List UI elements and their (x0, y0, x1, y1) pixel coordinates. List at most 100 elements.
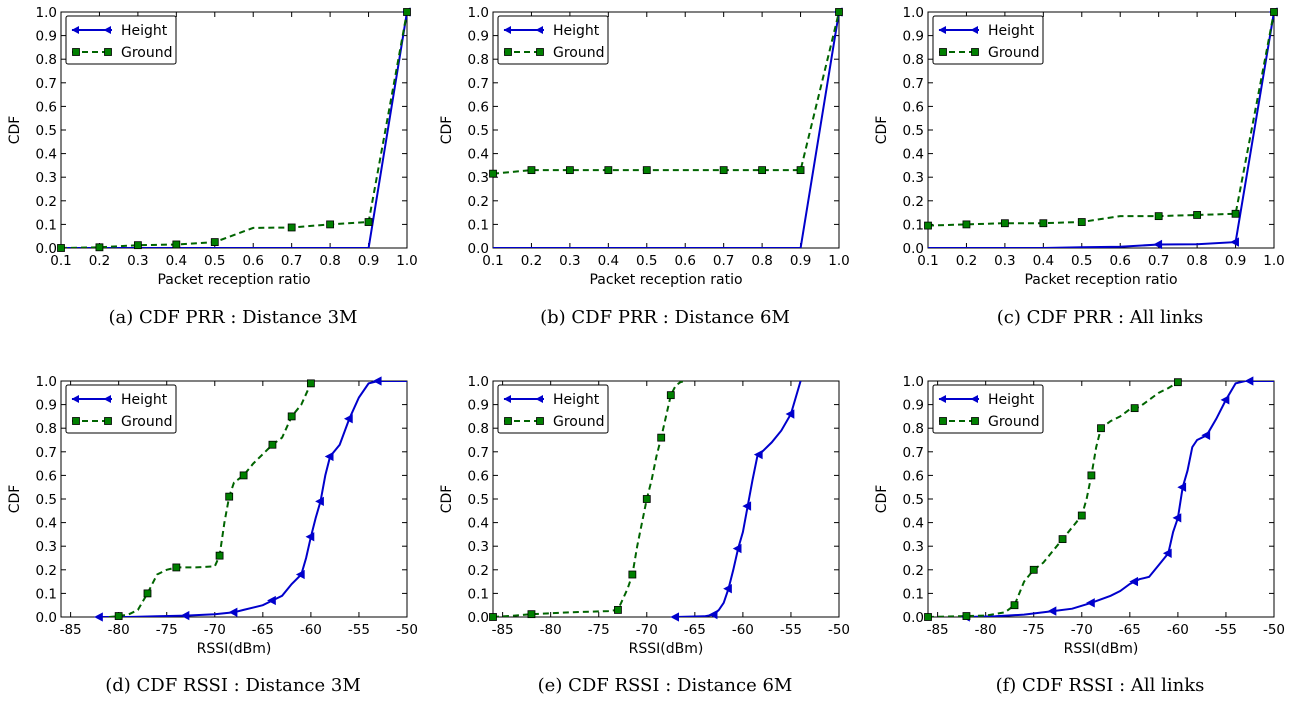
data-point-ground (666, 391, 675, 400)
y-axis-label: CDF (874, 116, 890, 145)
y-tick-label: 0.9 (903, 398, 924, 414)
y-tick-label: 0.4 (468, 516, 489, 532)
y-tick-label: 0.9 (468, 398, 489, 414)
y-tick-label: 0.5 (903, 492, 924, 508)
data-point-ground (796, 166, 805, 175)
x-tick-label: -55 (348, 622, 370, 638)
y-tick-label: 0.5 (36, 123, 57, 139)
y-tick-label: 0.9 (468, 29, 489, 45)
x-axis-label: RSSI(dBm) (197, 641, 272, 657)
x-tick-label: -70 (636, 622, 658, 638)
x-tick-label: 0.5 (636, 253, 657, 269)
series-line-ground (928, 12, 1274, 227)
data-point-ground (143, 589, 152, 598)
legend-marker-ground (504, 48, 512, 56)
data-point-ground (758, 166, 767, 175)
x-axis-label: Packet reception ratio (1024, 272, 1177, 288)
y-tick-label: 0.7 (903, 445, 924, 461)
y-tick-label: 0.1 (468, 586, 489, 602)
data-point-height (785, 409, 795, 419)
legend-label: Ground (121, 45, 173, 61)
y-tick-label: 1.0 (903, 374, 924, 390)
x-tick-label: -80 (975, 622, 997, 638)
y-tick-label: 0.3 (36, 539, 57, 555)
legend-marker-ground (72, 417, 80, 425)
x-tick-label: 1.0 (396, 253, 417, 269)
data-point-ground (403, 8, 411, 16)
legend: Height Ground (497, 15, 609, 65)
legend-marker-height (535, 26, 543, 34)
x-tick-label: 0.9 (1225, 253, 1246, 269)
series-line-ground (493, 12, 839, 175)
figure-caption: (c) CDF PRR : All links (997, 307, 1203, 328)
figure-caption: (a) CDF PRR : Distance 3M (109, 307, 358, 328)
data-point-height (94, 612, 103, 622)
data-point-ground (1077, 218, 1086, 226)
data-point-ground (642, 166, 651, 175)
data-point-ground (1029, 565, 1038, 574)
y-tick-label: 0.4 (36, 516, 57, 532)
x-axis-label: RSSI(dBm) (629, 641, 704, 657)
x-tick-label: 0.3 (994, 253, 1015, 269)
x-tick-label: 0.5 (204, 253, 225, 269)
data-point-height (1201, 430, 1211, 440)
x-tick-label: -65 (684, 622, 706, 638)
x-axis-label: Packet reception ratio (157, 272, 310, 288)
plot-data (61, 12, 407, 248)
legend-marker-ground (939, 48, 947, 56)
x-tick-label: -60 (1167, 622, 1189, 638)
legend: Height Ground (497, 384, 609, 434)
legend-marker-height (103, 395, 111, 403)
data-point-ground (565, 166, 574, 175)
y-tick-label: 0.6 (36, 99, 57, 115)
data-point-height (723, 584, 732, 594)
y-tick-label: 0.1 (36, 586, 57, 602)
x-tick-label: -55 (780, 622, 802, 638)
legend-label: Height (553, 23, 600, 39)
x-tick-label: -85 (927, 622, 949, 638)
y-axis-label: CDF (874, 485, 890, 514)
series-line-ground (61, 12, 407, 248)
x-tick-label: 0.7 (1148, 253, 1169, 269)
chart-panel-5: 0.0 0.1 0.2 0.3 0.4 0.5 0.6 0.7 0.8 0.9 1.0 -85 -80 -… (439, 374, 850, 696)
data-point-ground (614, 606, 622, 614)
y-tick-label: 0.0 (903, 241, 924, 257)
legend-label: Height (553, 392, 600, 408)
legend-label: Ground (988, 45, 1040, 61)
data-point-height (305, 532, 315, 542)
data-point-height (753, 449, 763, 460)
data-point-ground (1231, 209, 1240, 218)
x-tick-label: -75 (1023, 622, 1045, 638)
data-point-height (324, 451, 334, 462)
x-tick-label: 0.4 (1033, 253, 1054, 269)
y-axis-label: CDF (7, 116, 23, 145)
data-point-ground (1097, 424, 1105, 433)
data-point-ground (95, 243, 104, 252)
x-tick-label: -50 (1263, 622, 1285, 638)
legend-label: Ground (553, 414, 605, 430)
data-point-ground (364, 218, 373, 226)
y-tick-label: 0.2 (36, 194, 57, 210)
x-tick-label: 0.9 (358, 253, 379, 269)
series-line-height (928, 12, 1274, 248)
legend-marker-height (103, 26, 111, 34)
data-point-ground (1058, 535, 1067, 544)
data-point-ground (657, 433, 666, 442)
y-tick-label: 0.2 (903, 563, 924, 579)
y-tick-label: 0.7 (468, 445, 489, 461)
data-point-ground (57, 244, 65, 252)
legend-label: Height (988, 392, 1035, 408)
data-point-height (372, 376, 382, 386)
x-tick-label: 0.7 (281, 253, 302, 269)
legend-marker-ground (971, 48, 979, 56)
legend-marker-height (71, 395, 79, 403)
data-point-height (1244, 376, 1254, 386)
data-point-ground (133, 241, 142, 250)
y-tick-label: 1.0 (468, 5, 489, 21)
data-point-ground (1270, 8, 1278, 16)
data-point-ground (215, 551, 224, 560)
y-tick-label: 0.3 (468, 539, 489, 555)
y-tick-label: 0.3 (36, 170, 57, 186)
data-point-height (1162, 548, 1172, 558)
y-tick-label: 1.0 (903, 5, 924, 21)
